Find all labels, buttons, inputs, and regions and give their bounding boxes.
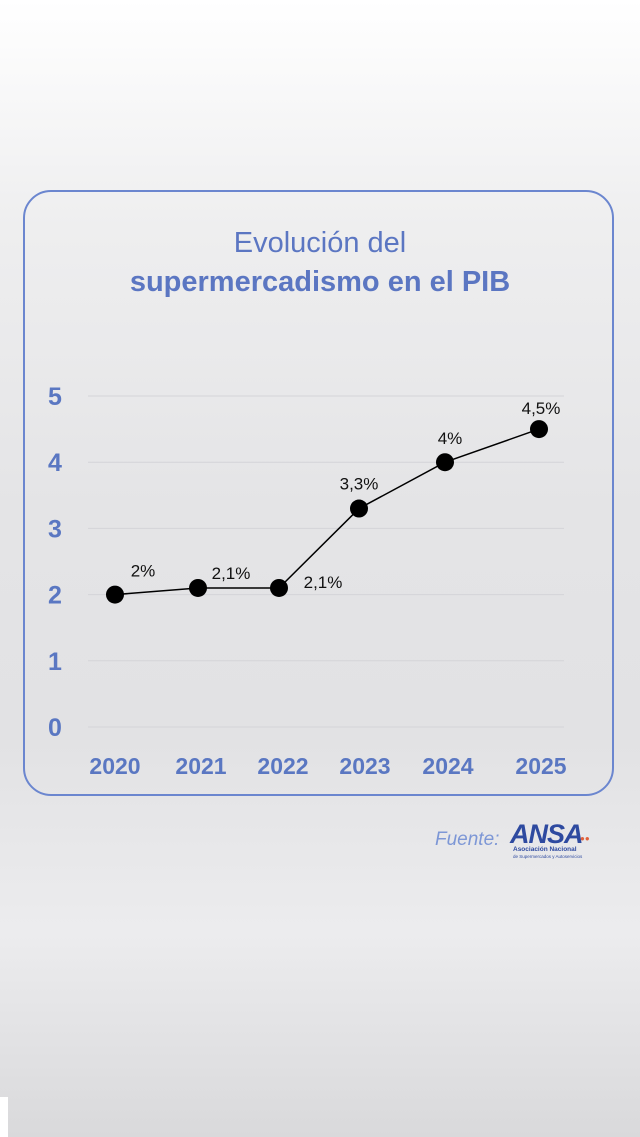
- data-label: 2,1%: [304, 573, 343, 592]
- chart-title-line2: supermercadismo en el PIB: [129, 266, 511, 298]
- y-tick-label: 5: [48, 383, 62, 411]
- data-point: [530, 420, 548, 439]
- data-label: 4%: [438, 429, 463, 448]
- x-tick-label: 2020: [89, 753, 140, 779]
- logo-subtitle: Asociación Nacional: [513, 846, 577, 853]
- data-label: 2,1%: [212, 564, 251, 583]
- data-point: [350, 499, 368, 518]
- y-tick-label: 1: [48, 648, 62, 676]
- logo-subtitle-2: de Supermercados y Autoservicios: [513, 854, 583, 859]
- logo-dots-icon: ●●: [580, 834, 590, 843]
- chart-title-line1: Evolución del: [233, 227, 407, 259]
- chart-card: [23, 190, 614, 796]
- data-point: [106, 585, 124, 604]
- data-point: [189, 578, 207, 597]
- x-tick-label: 2025: [515, 753, 566, 779]
- source-label: Fuente:: [435, 829, 500, 850]
- data-label: 4,5%: [522, 399, 561, 418]
- data-point: [436, 453, 454, 472]
- y-tick-label: 3: [48, 515, 62, 543]
- x-tick-label: 2021: [175, 753, 226, 779]
- x-tick-label: 2023: [339, 753, 390, 779]
- data-point: [270, 578, 288, 597]
- data-label: 2%: [131, 562, 156, 581]
- y-tick-label: 2: [48, 582, 62, 610]
- x-tick-label: 2024: [422, 753, 473, 779]
- corner-mark: [0, 1097, 8, 1137]
- data-label: 3,3%: [340, 475, 379, 494]
- y-tick-label: 0: [48, 714, 62, 742]
- series-line: [114, 428, 540, 596]
- x-tick-label: 2022: [257, 753, 308, 779]
- logo-text: ANSA: [510, 819, 584, 849]
- ansa-logo: ANSA ●● Asociación Nacional de Supermerc…: [510, 819, 602, 862]
- y-tick-label: 4: [48, 449, 62, 477]
